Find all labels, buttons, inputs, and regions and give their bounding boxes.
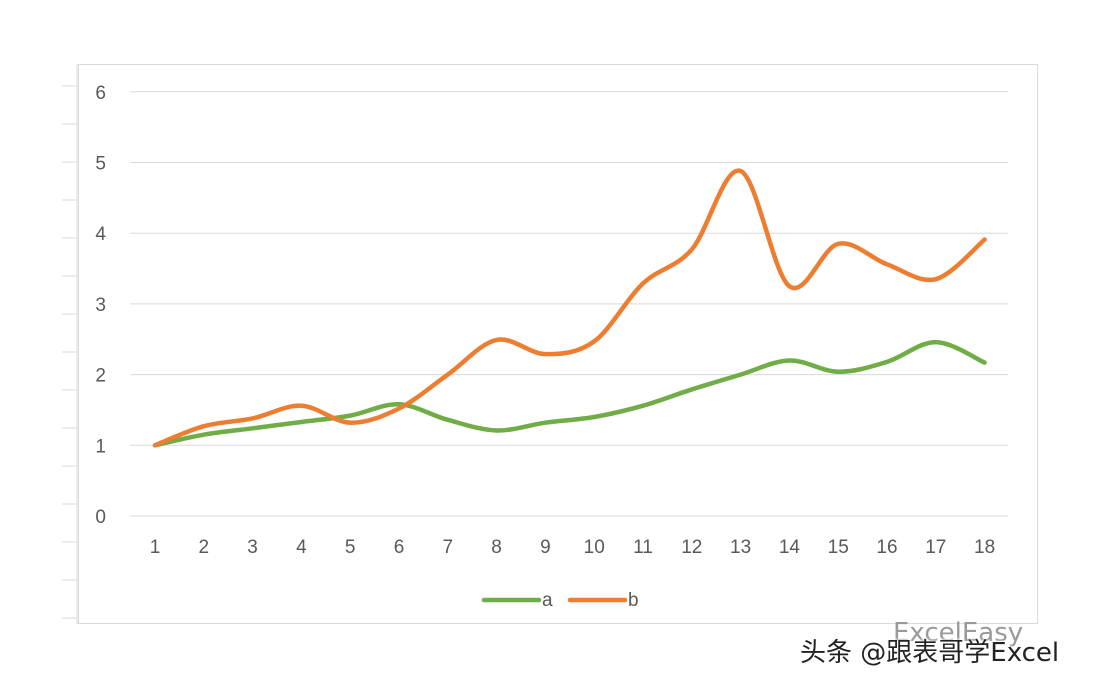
x-tick-label: 5 xyxy=(345,537,356,558)
x-tick-label: 1 xyxy=(150,537,161,558)
x-tick-label: 12 xyxy=(681,537,702,558)
y-tick-label: 5 xyxy=(95,154,106,175)
x-tick-label: 17 xyxy=(925,537,946,558)
y-tick-label: 4 xyxy=(95,224,106,245)
x-tick-label: 2 xyxy=(199,537,210,558)
y-tick-label: 2 xyxy=(95,366,106,387)
x-tick-label: 15 xyxy=(828,537,849,558)
legend-label-b: b xyxy=(628,590,639,611)
x-tick-label: 6 xyxy=(394,537,405,558)
y-tick-label: 6 xyxy=(95,83,106,104)
series-lines xyxy=(152,168,987,448)
x-tick-label: 4 xyxy=(296,537,307,558)
x-tick-label: 10 xyxy=(584,537,605,558)
x-tick-label: 3 xyxy=(247,537,258,558)
y-tick-label: 3 xyxy=(95,295,106,316)
x-tick-label: 14 xyxy=(779,537,801,558)
x-axis-ticks: 1 2 3 4 5 6 7 8 9 10 11 12 13 14 15 16 17 18 xyxy=(150,537,995,558)
x-tick-label: 7 xyxy=(443,537,454,558)
y-tick-label: 0 xyxy=(95,507,106,528)
x-tick-label: 9 xyxy=(540,537,551,558)
x-tick-label: 16 xyxy=(876,537,897,558)
series-b-line xyxy=(152,168,987,448)
x-tick-label: 8 xyxy=(491,537,502,558)
legend-label-a: a xyxy=(542,590,553,611)
left-ruler xyxy=(62,64,78,624)
y-axis-ticks: 0 1 2 3 4 5 6 xyxy=(95,83,106,528)
y-tick-label: 1 xyxy=(95,436,106,457)
x-tick-label: 11 xyxy=(633,537,653,558)
watermark-faint: ExcelEasy xyxy=(893,618,1024,648)
chart-area xyxy=(78,64,1038,624)
series-a-line xyxy=(152,339,987,448)
x-tick-label: 13 xyxy=(730,537,751,558)
x-tick-label: 18 xyxy=(974,537,995,558)
watermark: 头条 @跟表哥学Excel xyxy=(800,638,1060,668)
gridlines xyxy=(130,91,1008,517)
